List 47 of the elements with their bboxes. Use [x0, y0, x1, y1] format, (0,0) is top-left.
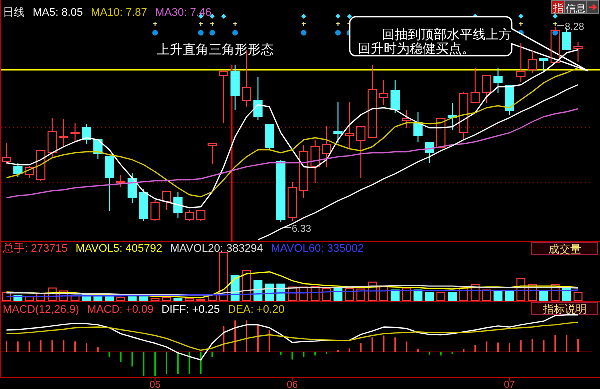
bar: [436, 292, 446, 301]
candlestick: [494, 68, 503, 94]
candlestick: [345, 102, 354, 148]
bar: [574, 292, 583, 301]
bar: [128, 296, 137, 301]
candlestick: [230, 64, 240, 110]
candlestick: [322, 126, 332, 168]
annotation: 上升直角三角形形态: [157, 42, 274, 57]
x-tick-label: 06: [286, 380, 298, 389]
bar: [139, 296, 148, 301]
bar: [505, 290, 514, 301]
candlestick: [299, 144, 309, 198]
text: MA30: 7.46: [155, 7, 212, 19]
candlestick: [310, 140, 320, 184]
annotation: 6.33: [292, 224, 312, 235]
annotation: 指: [552, 3, 564, 15]
series-label: DEA: +0.20: [228, 304, 285, 316]
text: 日线: [3, 6, 25, 19]
candlestick: [379, 80, 389, 106]
candlestick: [174, 192, 183, 218]
candlestick: [516, 42, 526, 82]
bar: [162, 297, 172, 301]
annotation: 成交量: [548, 243, 582, 256]
chart-title: MACD(12,26,9): [3, 304, 80, 316]
bar: [540, 290, 548, 301]
bar: [219, 252, 228, 301]
annotation: 回抽到顶部水平线上方: [382, 27, 512, 42]
bar: [448, 292, 457, 301]
annotation: 回升时为稳健买点。: [358, 41, 475, 56]
series-label: DIFF: +0.25: [162, 304, 220, 316]
text: MACD: +0.09: [87, 304, 154, 316]
annotation: 指标说明: [542, 304, 587, 316]
bar: [116, 297, 126, 301]
text: MA5: 8.05: [33, 7, 84, 19]
annotation: 信息: [566, 3, 586, 15]
text: MAVOL20: 383294: [170, 243, 264, 255]
text: MA10: 7.87: [91, 7, 148, 19]
candlestick: [574, 42, 583, 62]
bar: [25, 296, 34, 301]
candlestick: [414, 112, 423, 142]
annotation: 8.28: [565, 22, 585, 33]
text: MAVOL5: 405792: [76, 243, 162, 255]
text: MAVOL60: 335002: [271, 243, 364, 255]
x-tick-label: 05: [150, 380, 162, 389]
x-tick-label: 07: [504, 380, 516, 389]
bar: [425, 292, 434, 301]
text: 总手: 273715: [2, 242, 68, 255]
